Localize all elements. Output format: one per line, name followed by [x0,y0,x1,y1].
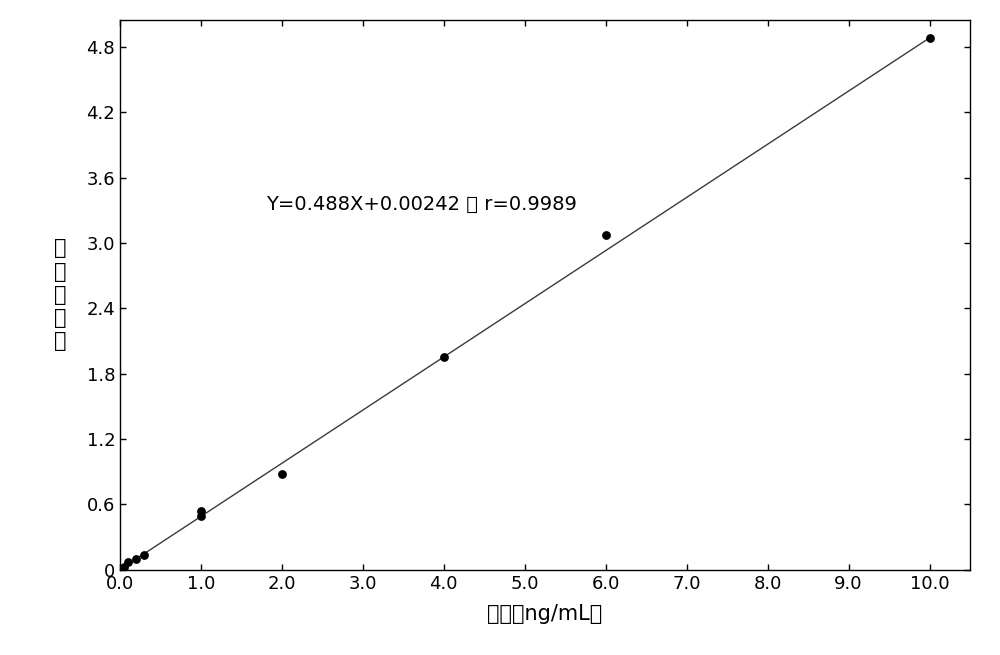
Point [193,511,209,521]
X-axis label: 浓度（ng/mL）: 浓度（ng/mL） [487,604,603,624]
Point [128,553,144,564]
Point [598,230,614,240]
Point [922,33,938,43]
Text: Y=0.488X+0.00242 ， r=0.9989: Y=0.488X+0.00242 ， r=0.9989 [266,195,577,214]
Point [436,352,452,363]
Point [274,469,290,479]
Y-axis label: 浓
度
响
应
値: 浓 度 响 应 値 [54,238,67,351]
Point [193,506,209,516]
Point [116,561,132,572]
Point [120,557,136,567]
Point [136,550,152,560]
